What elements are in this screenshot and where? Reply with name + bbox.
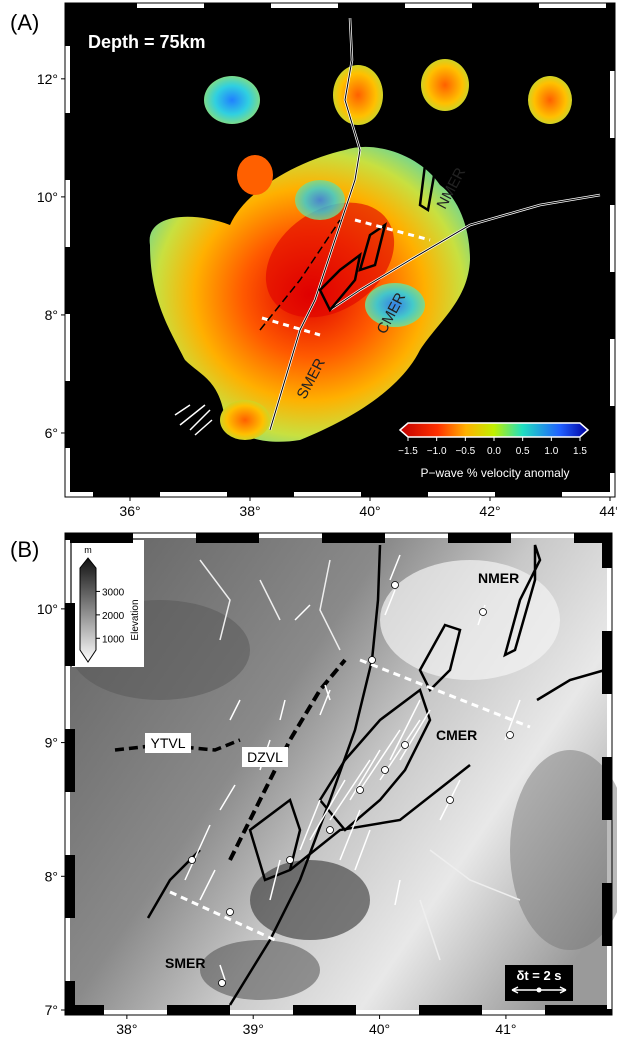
elevation-tick-label: 2000 bbox=[102, 611, 125, 622]
y-tick-label: 10° bbox=[37, 601, 58, 617]
scale-station bbox=[537, 988, 542, 993]
scale-label: δt = 2 s bbox=[516, 968, 561, 983]
colorbar-tick-label: −1.5 bbox=[398, 446, 418, 457]
volcanic-label: YTVL bbox=[150, 735, 185, 751]
elevation-tick-label: 1000 bbox=[102, 634, 125, 645]
colorbar-tick-label: −0.5 bbox=[455, 446, 475, 457]
x-tick-label: 41° bbox=[495, 1021, 516, 1037]
x-tick-label: 38° bbox=[239, 503, 260, 519]
x-tick-label: 36° bbox=[119, 503, 140, 519]
x-tick-label: 38° bbox=[116, 1021, 137, 1037]
colorbar-title: P−wave % velocity anomaly bbox=[420, 466, 569, 480]
rift-label: SMER bbox=[165, 955, 205, 971]
y-tick-label: 9° bbox=[45, 735, 58, 751]
elevation-unit: m bbox=[84, 545, 92, 555]
colorbar-tick-label: 1.0 bbox=[544, 446, 558, 457]
volcanic-label: DZVL bbox=[247, 749, 283, 765]
elevation-tick-label: 3000 bbox=[102, 587, 125, 598]
rift-label: CMER bbox=[436, 727, 477, 743]
panel-label: (A) bbox=[10, 10, 39, 35]
colorbar-tick-label: 0.0 bbox=[487, 446, 501, 457]
colorbar-tick-label: 1.5 bbox=[573, 446, 587, 457]
x-tick-label: 40° bbox=[359, 503, 380, 519]
colorbar-tick-label: −1.0 bbox=[427, 446, 447, 457]
panel-label: (B) bbox=[10, 537, 39, 562]
figure: (A) Depth = 75km NMER CMER SMER −1.5 −1.0… bbox=[0, 0, 617, 1038]
y-tick-label: 12° bbox=[37, 71, 58, 87]
elevation-title: Elevation bbox=[130, 599, 141, 640]
x-tick-label: 40° bbox=[369, 1021, 390, 1037]
y-tick-label: 8° bbox=[45, 868, 58, 884]
colorbar bbox=[400, 423, 588, 437]
y-tick-label: 10° bbox=[37, 189, 58, 205]
colorbar-tick-label: 0.5 bbox=[516, 446, 530, 457]
x-tick-label: 39° bbox=[243, 1021, 264, 1037]
y-tick-label: 8° bbox=[45, 307, 58, 323]
x-tick-label: 42° bbox=[479, 503, 500, 519]
y-tick-label: 6° bbox=[45, 425, 58, 441]
x-tick-label: 44° bbox=[599, 503, 617, 519]
inset-title: Depth = 75km bbox=[88, 32, 206, 52]
elevation-bar bbox=[80, 558, 96, 662]
rift-label: NMER bbox=[478, 570, 519, 586]
y-tick-label: 7° bbox=[45, 1002, 58, 1018]
